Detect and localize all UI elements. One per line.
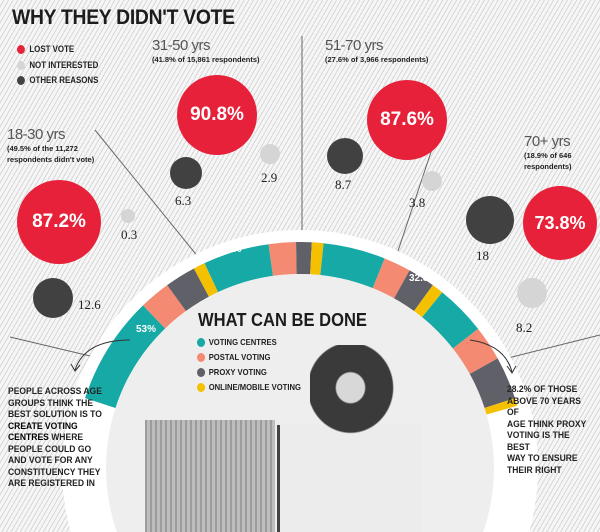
note-line: WAY TO ENSURE — [507, 453, 578, 464]
page-title: WHY THEY DIDN'T VOTE — [12, 6, 235, 29]
note-line: PEOPLE ACROSS AGE — [8, 386, 102, 397]
section-title: WHAT CAN BE DONE — [198, 310, 367, 330]
other-reasons-bubble-18-30 — [33, 278, 73, 318]
note-line: ABOVE 70 YEARS OF — [507, 395, 581, 419]
note-line: CONSTITUENCY THEY — [8, 466, 101, 478]
respondents-note: (27.6% of 3,966 respondents) — [325, 55, 429, 64]
other-reasons-bubble-70plus — [466, 196, 514, 244]
lost-vote-bubble-31-50: 90.8% — [177, 75, 257, 155]
legend-label: ONLINE/MOBILE VOTING — [208, 382, 301, 392]
not-interested-bubble-31-50 — [260, 144, 280, 164]
note-line: AGE THINK PROXY — [507, 418, 587, 430]
respondents-note: respondents didn't vote) — [7, 155, 95, 164]
note-line: VOTING IS THE BEST — [507, 430, 570, 453]
respondents-note: (49.5% of the 11,272 — [7, 144, 78, 153]
grey-dot-icon — [17, 60, 25, 70]
group-18-30-header: 18-30 yrs (49.5% of the 11,272 responden… — [7, 126, 94, 165]
note-line: CENTRES — [8, 432, 49, 443]
ring-label-51-70: 41.1% — [311, 231, 340, 242]
not-interested-value: 2.9 — [261, 170, 278, 185]
other-reasons-value: 12.6 — [78, 297, 101, 312]
respondents-note: (41.8% of 15,861 respondents) — [152, 55, 260, 64]
other-reasons-bubble-31-50 — [170, 157, 202, 189]
legend-postal-voting: POSTAL VOTING — [197, 352, 270, 362]
not-interested-value: 8.2 — [516, 320, 533, 335]
lost-vote-bubble-51-70: 87.6% — [367, 80, 447, 160]
note-line: ARE REGISTERED IN — [8, 478, 95, 489]
other-reasons-value: 18 — [476, 248, 489, 263]
legend-label: POSTAL VOTING — [208, 352, 271, 362]
lost-vote-bubble-70plus: 73.8% — [523, 186, 597, 260]
group-70plus-header: 70+ yrs (18.9% of 646 respondents) — [524, 133, 572, 172]
legend-label: OTHER REASONS — [29, 75, 99, 85]
age-label: 18-30 yrs — [7, 126, 66, 143]
age-label: 31-50 yrs — [152, 37, 211, 54]
not-interested-bubble-51-70 — [422, 171, 442, 191]
age-label: 51-70 yrs — [325, 37, 384, 54]
voter-photo — [145, 420, 435, 532]
note-line: PEOPLE COULD GO — [8, 443, 92, 455]
group-31-50-header: 31-50 yrs (41.8% of 15,861 respondents) — [152, 37, 260, 65]
respondents-note: respondents) — [524, 162, 572, 171]
ring-label-31-50: 49.4% — [213, 244, 242, 255]
legend-proxy-voting: PROXY VOTING — [197, 367, 267, 377]
dark-dot-icon — [17, 75, 25, 85]
other-reasons-value: 6.3 — [175, 193, 192, 208]
note-line: GROUPS THINK THE — [8, 397, 94, 409]
respondents-note: (18.9% of 646 — [524, 151, 572, 160]
salmon-dot-icon — [197, 352, 206, 362]
ring-label-70plus: 32.8% — [409, 273, 438, 284]
note-line: BEST SOLUTION IS TO — [8, 409, 102, 420]
legend-online-voting: ONLINE/MOBILE VOTING — [197, 382, 301, 392]
right-annotation: 28.2% OF THOSE ABOVE 70 YEARS OF AGE THI… — [507, 384, 591, 476]
teal-dot-icon — [197, 337, 206, 347]
note-line: CREATE VOTING — [8, 420, 78, 432]
gray-dot-icon — [197, 367, 206, 377]
note-line: 28.2% OF THOSE — [507, 384, 578, 395]
legend-lost-vote: LOST VOTE — [17, 44, 74, 54]
other-reasons-bubble-51-70 — [327, 138, 363, 174]
voting-booth-left — [145, 420, 275, 532]
legend-other-reasons: OTHER REASONS — [17, 75, 98, 85]
voter-figure — [310, 345, 400, 440]
legend-label: LOST VOTE — [29, 44, 75, 54]
red-dot-icon — [17, 44, 25, 54]
not-interested-value: 3.8 — [409, 195, 426, 210]
voting-booth-right — [277, 425, 422, 532]
note-line: WHERE — [48, 432, 84, 443]
legend-label: PROXY VOTING — [208, 367, 267, 377]
note-line: AND VOTE FOR ANY — [8, 455, 93, 466]
ring-label-18-30: 53% — [136, 324, 157, 335]
other-reasons-value: 8.7 — [335, 177, 352, 192]
note-line: THEIR RIGHT — [507, 464, 562, 476]
not-interested-bubble-70plus — [517, 278, 547, 308]
age-label: 70+ yrs — [524, 133, 571, 150]
not-interested-bubble-18-30 — [121, 209, 135, 223]
legend-voting-centres: VOTING CENTRES — [197, 337, 277, 347]
legend-not-interested: NOT INTERESTED — [17, 60, 98, 70]
group-51-70-header: 51-70 yrs (27.6% of 3,966 respondents) — [325, 37, 428, 65]
not-interested-value: 0.3 — [121, 227, 138, 242]
legend-label: VOTING CENTRES — [208, 337, 277, 347]
left-annotation: PEOPLE ACROSS AGE GROUPS THINK THE BEST … — [8, 386, 102, 490]
lost-vote-bubble-18-30: 87.2% — [17, 180, 101, 264]
yellow-dot-icon — [197, 382, 206, 392]
legend-label: NOT INTERESTED — [29, 60, 99, 70]
